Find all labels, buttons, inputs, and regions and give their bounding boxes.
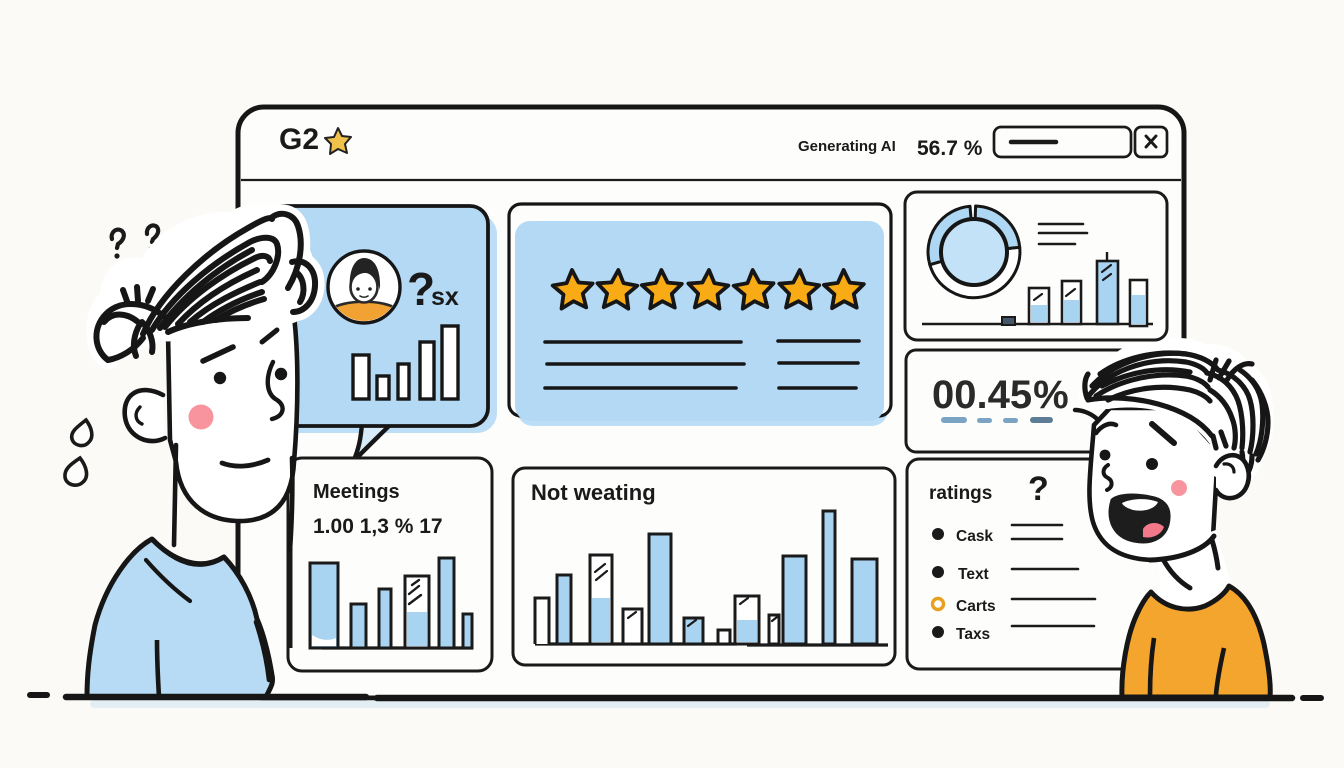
svg-text:Carts: Carts: [956, 598, 996, 615]
svg-text:sx: sx: [431, 283, 459, 311]
svg-text:00.45%: 00.45%: [932, 373, 1069, 417]
svg-text:1.00 1,3 % 17: 1.00 1,3 % 17: [313, 515, 443, 538]
svg-text:Cask: Cask: [956, 528, 993, 545]
svg-text:Not weating: Not weating: [531, 480, 656, 505]
svg-text:?: ?: [407, 263, 435, 315]
svg-text:Meetings: Meetings: [313, 481, 400, 503]
svg-text:56.7 %: 56.7 %: [917, 137, 983, 160]
svg-text:Generating AI: Generating AI: [798, 138, 896, 155]
svg-text:ratings: ratings: [929, 483, 992, 504]
svg-text:Text: Text: [958, 566, 989, 583]
svg-text:G2: G2: [279, 123, 319, 156]
svg-text:Taxs: Taxs: [956, 626, 990, 643]
svg-text:?: ?: [1028, 470, 1049, 508]
